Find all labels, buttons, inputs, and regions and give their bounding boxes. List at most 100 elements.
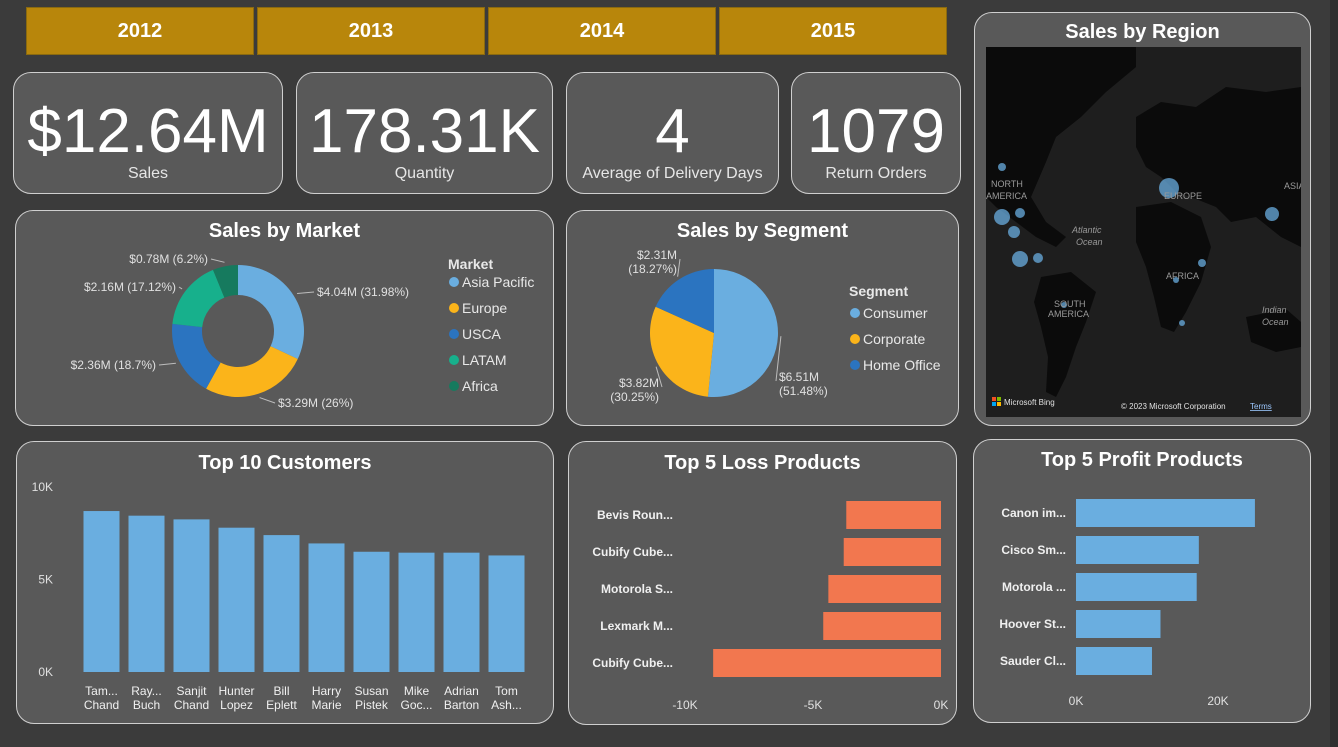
y-tick-label: Sauder Cl... [1000,654,1066,668]
year-button-2012[interactable]: 2012 [26,7,254,55]
kpi-value: 178.31K [309,97,540,166]
donut-slice [172,269,225,328]
map-label: AMERICA [986,191,1027,201]
x-tick-label: 0K [934,698,949,712]
x-tick-label: Lopez [220,698,253,712]
top-profit-products-card: Top 5 Profit Products Canon im... Cisco S… [973,439,1311,723]
x-tick-label: Hunter [218,684,254,698]
donut-slice [206,346,298,397]
data-label: (18.27%) [628,262,677,276]
map-label: AFRICA [1166,271,1199,281]
top-customers-bar-chart: 0K5K10KTam...ChandRay...BuchSanjitChandH… [32,480,525,712]
y-tick-label: Bevis Roun... [597,508,673,522]
legend-marker [850,360,860,370]
legend-item: Europe [462,300,507,316]
chart-title: Top 5 Profit Products [1041,449,1243,471]
y-tick-label: Canon im... [1001,506,1066,520]
bar [353,551,390,672]
donut-slice [213,265,238,298]
y-tick-label: Motorola ... [1002,580,1066,594]
kpi-value: $12.64M [27,97,269,166]
map-terms-link[interactable]: Terms [1250,402,1272,411]
y-tick-label: Cisco Sm... [1001,543,1066,557]
data-label: $6.51M [779,370,819,384]
bar [843,538,941,566]
leader-line [259,397,276,404]
top-loss-bar-chart: Bevis Roun... Cubify Cube... Motorola S...… [592,501,949,712]
map-label: NORTH [991,179,1023,189]
y-tick-label: 0K [38,665,53,679]
year-button-2013[interactable]: 2013 [257,7,485,55]
year-button-2015[interactable]: 2015 [719,7,947,55]
leader-line [677,258,681,277]
chart-title: Sales by Region [1065,21,1220,43]
leader-line [655,366,663,388]
donut-slice [238,265,304,360]
bar [1076,536,1199,564]
legend-item: Asia Pacific [462,274,534,290]
legend-item: Africa [462,378,498,394]
vertical-scrollbar[interactable] [1330,0,1338,747]
pie-slice [650,306,714,397]
x-tick-label: Goc... [400,698,432,712]
bar [308,543,345,672]
x-tick-label: Marie [311,698,341,712]
donut-slice [172,323,221,389]
y-tick-label: Lexmark M... [600,619,673,633]
bar [713,649,941,677]
bar [828,575,941,603]
bar [488,555,525,672]
data-label: $4.04M (31.98%) [317,285,409,299]
y-tick-label: Cubify Cube... [592,656,673,670]
kpi-card-delivery-days: 4 Average of Delivery Days [566,72,779,194]
x-tick-label: Harry [312,684,341,698]
x-tick-label: Ray... [131,684,161,698]
y-tick-label: Motorola S... [601,582,673,596]
chart-title: Top 10 Customers [198,452,372,474]
leader-line [158,362,176,366]
x-tick-label: Adrian [444,684,479,698]
kpi-label: Quantity [394,165,455,182]
bar [128,515,165,672]
x-tick-label: Pistek [355,698,389,712]
legend-marker [449,303,459,313]
legend-marker [850,334,860,344]
data-label: $3.82M [619,376,659,390]
y-tick-label: Hoover St... [999,617,1066,631]
x-tick-label: Susan [354,684,388,698]
bar [1076,499,1255,527]
kpi-label: Average of Delivery Days [582,165,763,182]
map-copyright: © 2023 Microsoft Corporation [1121,402,1226,411]
map-label: SOUTH [1054,299,1086,309]
leader-line [297,291,315,294]
sales-by-segment-card: Sales by Segment $6.51M (51.48%) $3.82M (30… [566,210,959,426]
bar [263,535,300,672]
map-label: AMERICA [1048,309,1089,319]
chart-title: Sales by Segment [676,220,849,242]
x-tick-label: 0K [1069,694,1084,708]
x-tick-label: -5K [804,698,823,712]
x-tick-label: Bill [273,684,289,698]
legend-item: Home Office [863,357,941,373]
bar [443,552,480,672]
bar [398,552,435,672]
x-tick-label: Eplett [266,698,297,712]
legend-marker [449,277,459,287]
year-button-2014[interactable]: 2014 [488,7,716,55]
legend-title: Market [448,256,493,272]
legend-item: LATAM [462,352,507,368]
map-label: EUROPE [1164,191,1202,201]
pie-slice [655,269,714,333]
legend-item: Corporate [863,331,925,347]
x-tick-label: Ash... [491,698,522,712]
data-label: $3.29M (26%) [278,396,353,410]
map-label: Indian [1262,305,1287,315]
sales-by-region-card: Sales by Region [974,12,1311,426]
leader-line [775,336,782,382]
segment-pie-chart: $6.51M(51.48%) $3.82M(30.25%) $2.31M(18.27… [610,248,941,404]
kpi-label: Return Orders [825,165,927,182]
data-label: $2.31M [637,248,677,262]
bar [1076,573,1197,601]
